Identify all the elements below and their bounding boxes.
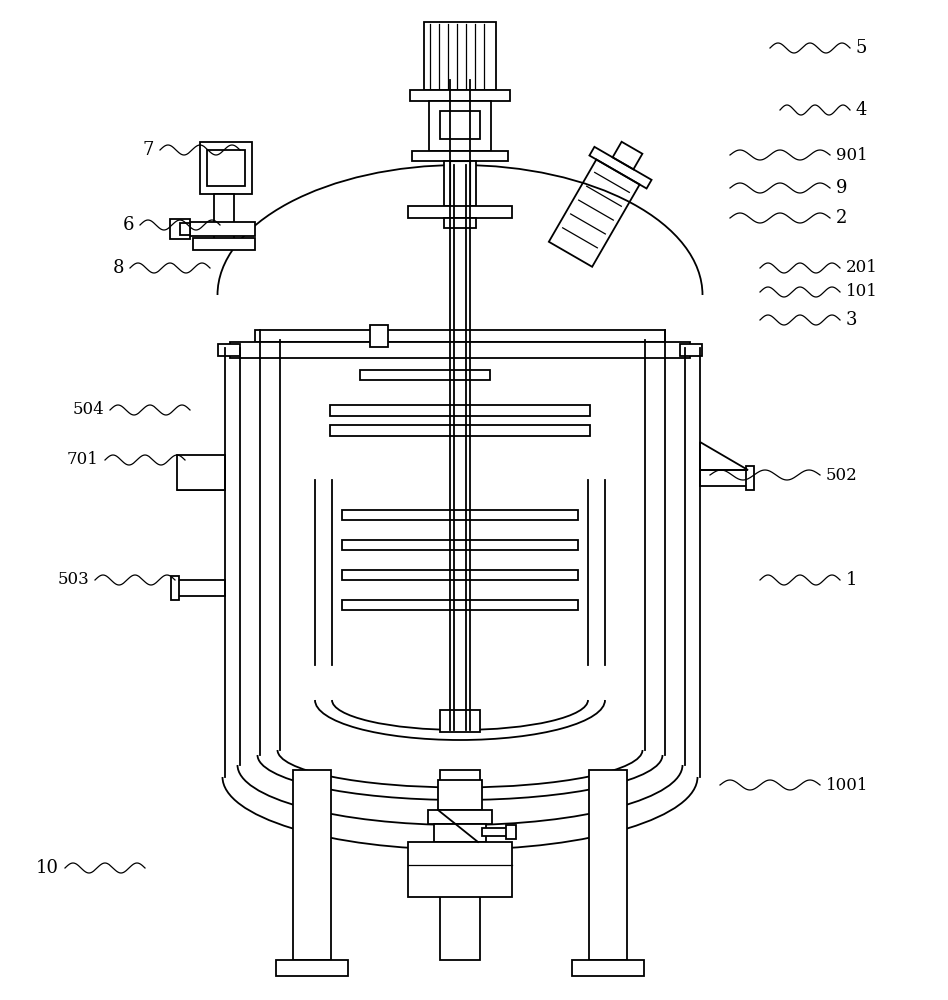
Text: 3: 3 (846, 311, 858, 329)
Bar (193, 238, 255, 250)
Text: 502: 502 (826, 466, 858, 484)
Bar (444, 218, 476, 228)
Bar (450, 161, 470, 206)
Bar (589, 770, 627, 960)
Bar (440, 770, 480, 960)
Bar (434, 824, 486, 842)
Bar (680, 344, 702, 356)
Bar (171, 576, 179, 600)
Bar (408, 206, 512, 218)
Bar (360, 370, 490, 380)
Bar (342, 510, 578, 520)
Text: 10: 10 (36, 859, 59, 877)
Text: 5: 5 (856, 39, 867, 57)
Bar (180, 223, 190, 235)
Bar (408, 842, 512, 897)
Bar (438, 780, 482, 810)
Text: 1001: 1001 (826, 776, 868, 794)
Text: 504: 504 (72, 401, 104, 418)
Bar (410, 90, 510, 101)
Bar (330, 425, 590, 436)
Bar (218, 344, 240, 356)
Text: 201: 201 (846, 259, 878, 276)
Bar (746, 466, 754, 490)
Text: 6: 6 (122, 216, 134, 234)
Text: 9: 9 (836, 179, 848, 197)
Text: 2: 2 (836, 209, 848, 227)
Text: 101: 101 (846, 284, 878, 300)
Bar (342, 570, 578, 580)
Bar (428, 810, 492, 824)
Bar (700, 470, 750, 486)
Bar (170, 219, 190, 239)
Bar (440, 710, 480, 732)
Bar (506, 825, 516, 839)
Text: 4: 4 (856, 101, 867, 119)
Text: 503: 503 (57, 572, 89, 588)
Bar (230, 342, 690, 358)
Bar (429, 101, 491, 151)
Bar (214, 194, 234, 242)
Bar (330, 405, 590, 416)
Text: 701: 701 (67, 452, 99, 468)
Text: 1: 1 (846, 571, 858, 589)
Bar (440, 111, 480, 139)
Bar (207, 150, 245, 186)
Text: 8: 8 (113, 259, 124, 277)
Bar (572, 960, 644, 976)
Bar (200, 142, 252, 194)
Bar (342, 600, 578, 610)
Bar (175, 580, 225, 596)
Bar (370, 325, 388, 347)
Bar (342, 540, 578, 550)
Bar (424, 22, 496, 90)
Bar (188, 222, 255, 236)
Text: 7: 7 (142, 141, 154, 159)
Bar (444, 161, 476, 206)
Bar (482, 828, 510, 836)
Bar (276, 960, 348, 976)
Bar (412, 151, 508, 161)
Bar (255, 330, 665, 342)
Text: 901: 901 (836, 146, 867, 163)
Bar (293, 770, 331, 960)
Bar (177, 455, 225, 490)
